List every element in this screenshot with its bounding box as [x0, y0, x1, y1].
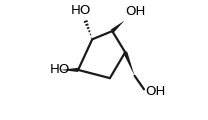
Text: OH: OH	[125, 5, 146, 18]
Text: OH: OH	[145, 85, 166, 98]
Polygon shape	[123, 51, 135, 76]
Polygon shape	[61, 68, 78, 72]
Text: HO: HO	[50, 63, 70, 76]
Polygon shape	[111, 21, 125, 33]
Text: HO: HO	[70, 4, 91, 17]
